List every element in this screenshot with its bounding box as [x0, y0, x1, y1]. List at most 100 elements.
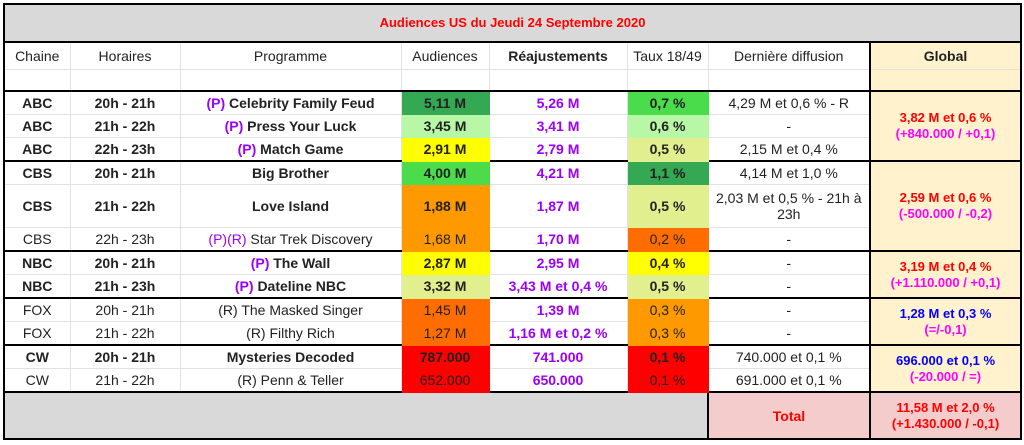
cell-programme[interactable]: (R) Filthy Rich	[179, 321, 402, 346]
cell-derniere[interactable]: 2,15 M et 0,4 %	[707, 137, 871, 162]
cell-horaires[interactable]: 22h - 23h	[69, 227, 181, 252]
cell-taux[interactable]: 0,4 %	[626, 250, 709, 275]
cell-chaine[interactable]: NBC	[3, 250, 71, 275]
cell-horaires[interactable]: 21h - 23h	[69, 274, 181, 299]
cell-taux[interactable]: 0,5 %	[626, 274, 709, 299]
header-global[interactable]: Global	[868, 41, 1023, 70]
cell-derniere[interactable]: -	[707, 114, 871, 138]
cell-reajustements[interactable]: 741.000	[488, 344, 628, 369]
cell-reajustements[interactable]: 1,39 M	[488, 297, 628, 322]
cell-horaires[interactable]: 20h - 21h	[69, 297, 181, 322]
header-taux[interactable]: Taux 18/49	[626, 41, 709, 70]
cell-derniere[interactable]: -	[707, 321, 871, 346]
cell-taux[interactable]: 0,5 %	[626, 137, 709, 162]
cell-taux[interactable]: 0,3 %	[626, 321, 709, 346]
blank-cell[interactable]	[179, 69, 402, 92]
cell-programme[interactable]: (P) Celebrity Family Feud	[179, 90, 402, 115]
cell-chaine[interactable]: FOX	[3, 321, 71, 346]
cell-derniere[interactable]: 4,29 M et 0,6 % - R	[707, 90, 871, 115]
cell-horaires[interactable]: 21h - 22h	[69, 114, 181, 138]
cell-global-nbc[interactable]: 3,19 M et 0,4 % (+1.110.000 / +0,1)	[868, 250, 1023, 299]
cell-global-fox[interactable]: 1,28 M et 0,3 % (=/-0,1)	[868, 297, 1023, 346]
cell-reajustements[interactable]: 2,95 M	[488, 250, 628, 275]
cell-programme[interactable]: (P)(R) Star Trek Discovery	[179, 227, 402, 252]
cell-programme[interactable]: Love Island	[179, 184, 402, 228]
cell-global-cbs[interactable]: 2,59 M et 0,6 % (-500.000 / -0,2)	[868, 160, 1023, 252]
cell-audiences[interactable]: 3,32 M	[400, 274, 490, 299]
blank-cell[interactable]	[69, 69, 181, 92]
cell-audiences[interactable]: 3,45 M	[400, 114, 490, 138]
cell-chaine[interactable]: CW	[3, 344, 71, 369]
cell-taux[interactable]: 0,1 %	[626, 368, 709, 393]
cell-chaine[interactable]: ABC	[3, 90, 71, 115]
cell-global-cw[interactable]: 696.000 et 0,1 % (-20.000 / =)	[868, 344, 1023, 393]
total-global[interactable]: 11,58 M et 2,0 % (+1.430.000 / -0,1)	[868, 391, 1022, 440]
cell-taux[interactable]: 1,1 %	[626, 160, 709, 185]
cell-derniere[interactable]: 691.000 et 0,1 %	[707, 368, 871, 393]
cell-programme[interactable]: (R) The Masked Singer	[179, 297, 402, 322]
cell-taux[interactable]: 0,7 %	[626, 90, 709, 115]
cell-chaine[interactable]: CW	[3, 368, 71, 393]
cell-programme[interactable]: (R) Penn & Teller	[179, 368, 402, 393]
cell-horaires[interactable]: 21h - 22h	[69, 368, 181, 393]
cell-reajustements[interactable]: 650.000	[488, 368, 628, 393]
cell-chaine[interactable]: CBS	[3, 160, 71, 185]
footer-blank[interactable]	[3, 391, 709, 440]
cell-horaires[interactable]: 20h - 21h	[69, 250, 181, 275]
cell-horaires[interactable]: 20h - 21h	[69, 344, 181, 369]
cell-programme[interactable]: (P) Match Game	[179, 137, 402, 162]
cell-audiences[interactable]: 1,27 M	[400, 321, 490, 346]
cell-taux[interactable]: 0,6 %	[626, 114, 709, 138]
cell-taux[interactable]: 0,2 %	[626, 227, 709, 252]
blank-cell[interactable]	[400, 69, 490, 92]
cell-chaine[interactable]: ABC	[3, 114, 71, 138]
cell-horaires[interactable]: 21h - 22h	[69, 321, 181, 346]
cell-derniere[interactable]: -	[707, 227, 871, 252]
cell-derniere[interactable]: -	[707, 250, 871, 275]
cell-derniere[interactable]: 2,03 M et 0,5 % - 21h à 23h	[707, 184, 871, 228]
cell-global-abc[interactable]: 3,82 M et 0,6 % (+840.000 / +0,1)	[868, 90, 1023, 162]
cell-derniere[interactable]: -	[707, 274, 871, 299]
blank-cell[interactable]	[488, 69, 628, 92]
cell-reajustements[interactable]: 1,87 M	[488, 184, 628, 228]
total-label[interactable]: Total	[707, 391, 871, 440]
header-audiences[interactable]: Audiences	[400, 41, 490, 70]
cell-horaires[interactable]: 20h - 21h	[69, 160, 181, 185]
cell-chaine[interactable]: ABC	[3, 137, 71, 162]
blank-cell[interactable]	[707, 69, 871, 92]
cell-taux[interactable]: 0,3 %	[626, 297, 709, 322]
cell-taux[interactable]: 0,1 %	[626, 344, 709, 369]
cell-reajustements[interactable]: 3,43 M et 0,4 %	[488, 274, 628, 299]
cell-horaires[interactable]: 20h - 21h	[69, 90, 181, 115]
cell-audiences[interactable]: 4,00 M	[400, 160, 490, 185]
cell-chaine[interactable]: CBS	[3, 184, 71, 228]
cell-chaine[interactable]: CBS	[3, 227, 71, 252]
header-programme[interactable]: Programme	[179, 41, 402, 70]
cell-reajustements[interactable]: 5,26 M	[488, 90, 628, 115]
cell-audiences[interactable]: 787.000	[400, 344, 490, 369]
cell-reajustements[interactable]: 2,79 M	[488, 137, 628, 162]
header-reajustements[interactable]: Réajustements	[488, 41, 628, 70]
cell-audiences[interactable]: 5,11 M	[400, 90, 490, 115]
cell-audiences[interactable]: 1,45 M	[400, 297, 490, 322]
cell-derniere[interactable]: 4,14 M et 1,0 %	[707, 160, 871, 185]
blank-cell[interactable]	[3, 69, 71, 92]
cell-taux[interactable]: 0,5 %	[626, 184, 709, 228]
cell-reajustements[interactable]: 3,41 M	[488, 114, 628, 138]
header-chaine[interactable]: Chaine	[3, 41, 71, 70]
header-horaires[interactable]: Horaires	[69, 41, 181, 70]
cell-horaires[interactable]: 21h - 22h	[69, 184, 181, 228]
cell-programme[interactable]: (P) Press Your Luck	[179, 114, 402, 138]
cell-programme[interactable]: (P) Dateline NBC	[179, 274, 402, 299]
cell-audiences[interactable]: 2,91 M	[400, 137, 490, 162]
cell-programme[interactable]: Mysteries Decoded	[179, 344, 402, 369]
cell-audiences[interactable]: 652.000	[400, 368, 490, 393]
header-derniere[interactable]: Dernière diffusion	[707, 41, 871, 70]
cell-derniere[interactable]: -	[707, 297, 871, 322]
cell-reajustements[interactable]: 1,16 M et 0,2 %	[488, 321, 628, 346]
cell-audiences[interactable]: 1,88 M	[400, 184, 490, 228]
cell-chaine[interactable]: NBC	[3, 274, 71, 299]
blank-cell[interactable]	[626, 69, 709, 92]
cell-reajustements[interactable]: 4,21 M	[488, 160, 628, 185]
cell-reajustements[interactable]: 1,70 M	[488, 227, 628, 252]
